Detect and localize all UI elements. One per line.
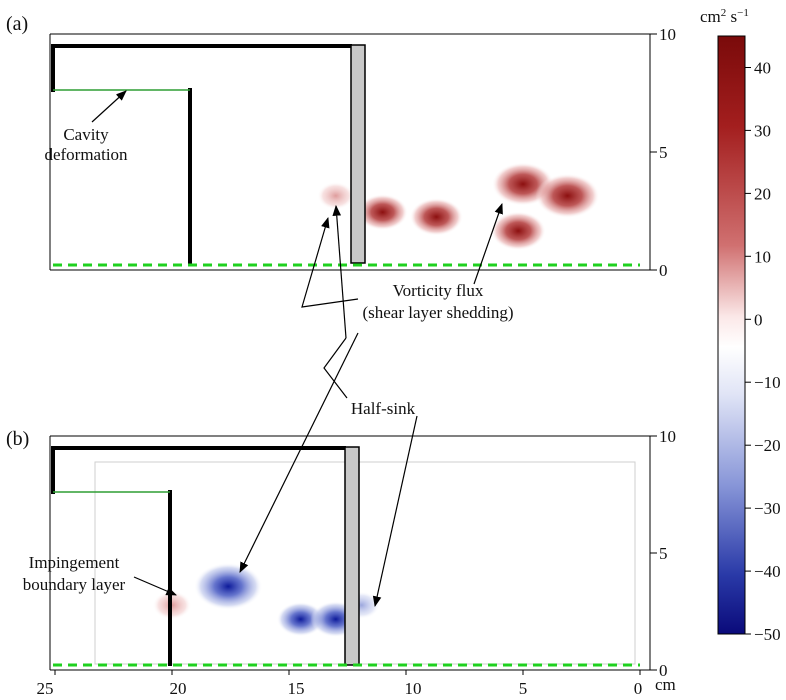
x-tick-5: 5 xyxy=(519,679,528,698)
annotation-impingement-line2: boundary layer xyxy=(23,575,126,594)
annotation-half-sink: Half-sink xyxy=(351,399,416,418)
colorbar-tick-label: −10 xyxy=(754,373,781,392)
panel-b-label: (b) xyxy=(6,428,29,450)
panel-a-vorticity-blob xyxy=(490,211,546,251)
panel-a-heatmap xyxy=(317,162,600,251)
arrow-impingement xyxy=(133,576,177,596)
panel-b-y-ticks: 10 5 0 xyxy=(650,427,676,680)
x-tick-20: 20 xyxy=(170,679,187,698)
colorbar-tick-label: 0 xyxy=(754,310,763,329)
arrow-cavity-deformation xyxy=(91,90,127,123)
arrow-vorticity-right xyxy=(473,202,503,285)
panel-b-cavity-wall xyxy=(51,446,346,494)
colorbar-tick-label: 40 xyxy=(754,59,771,78)
panel-a-vorticity-blob xyxy=(317,182,355,210)
x-tick-0: 0 xyxy=(634,679,643,698)
panel-a-y-tick-0: 0 xyxy=(659,261,668,280)
colorbar: cm2 s−1 40 30 20 10 0 −10 −20 −30 −40 −50 xyxy=(700,7,781,644)
panel-b-y-tick-5: 5 xyxy=(659,544,668,563)
colorbar-tick-label: 10 xyxy=(754,247,771,266)
panel-b-y-tick-0: 0 xyxy=(659,661,668,680)
colorbar-gradient xyxy=(717,35,746,635)
colorbar-tick-label: 30 xyxy=(754,121,771,140)
arrow-half-sink-b-left xyxy=(239,332,359,573)
shared-arrows: Half-sink xyxy=(239,202,503,608)
panel-a-cavity-wall xyxy=(51,44,352,92)
x-axis: 25 20 15 10 5 0 cm xyxy=(37,670,676,698)
panel-a: (a) 10 5 0 Cavity deformation Vorticity … xyxy=(6,13,676,322)
colorbar-unit: cm2 s−1 xyxy=(700,7,749,26)
panel-b: (b) 10 5 0 Impingement boundary layer xyxy=(6,427,676,680)
x-tick-15: 15 xyxy=(288,679,305,698)
annotation-vorticity-line1: Vorticity flux xyxy=(393,281,484,300)
panel-b-vorticity-blob xyxy=(276,602,325,637)
annotation-vorticity-line2: (shear layer shedding) xyxy=(362,303,513,322)
panel-b-plate xyxy=(344,446,360,666)
colorbar-tick-label: −20 xyxy=(754,436,781,455)
arrow-half-sink-b-right xyxy=(372,415,418,608)
colorbar-tick-label: −40 xyxy=(754,562,781,581)
panel-a-vorticity-blob xyxy=(357,194,408,231)
panel-a-plate xyxy=(350,44,366,264)
x-tick-10: 10 xyxy=(405,679,422,698)
panel-b-y-tick-10: 10 xyxy=(659,427,676,446)
colorbar-tick-label: 20 xyxy=(754,184,771,203)
panel-a-vorticity-blob xyxy=(409,198,463,236)
panel-a-vorticity-blob xyxy=(535,173,600,218)
panel-a-y-ticks: 10 5 0 xyxy=(650,25,676,280)
arrow-half-sink-a-up xyxy=(332,204,347,339)
colorbar-tick-label: −30 xyxy=(754,499,781,518)
x-tick-25: 25 xyxy=(37,679,54,698)
colorbar-ticks: 40 30 20 10 0 −10 −20 −30 −40 −50 xyxy=(745,59,781,644)
panel-a-y-tick-5: 5 xyxy=(659,143,668,162)
x-axis-unit: cm xyxy=(655,675,676,694)
annotation-cavity-line1: Cavity xyxy=(63,125,109,144)
colorbar-tick-label: −50 xyxy=(754,625,781,644)
annotation-impingement-line1: Impingement xyxy=(29,553,120,572)
panel-a-y-tick-10: 10 xyxy=(659,25,676,44)
annotation-cavity-line2: deformation xyxy=(44,145,128,164)
arrow-vorticity-left xyxy=(301,216,359,308)
panel-a-label: (a) xyxy=(6,13,28,35)
panel-b-inner-frame xyxy=(94,461,636,665)
panel-b-vorticity-blob xyxy=(193,562,263,611)
arrow-half-sink-a xyxy=(323,337,348,399)
